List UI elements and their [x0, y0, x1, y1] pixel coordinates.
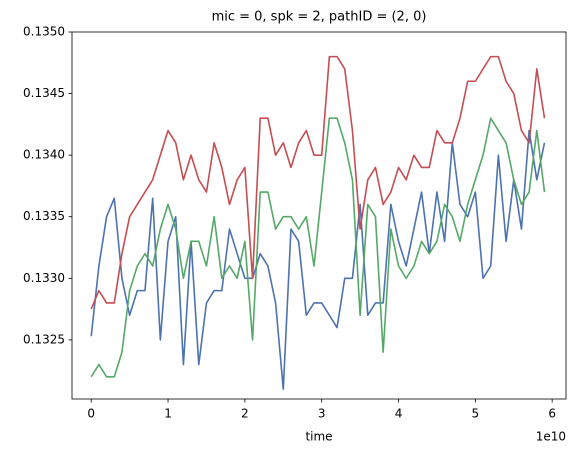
y-tick-label: 0.1335 [23, 209, 65, 223]
y-tick-label: 0.1340 [23, 148, 65, 162]
x-tick-label: 3 [318, 407, 326, 421]
chart-title: mic = 0, spk = 2, pathID = (2, 0) [212, 10, 427, 25]
x-tick-label: 6 [548, 407, 556, 421]
y-tick-label: 0.1350 [23, 25, 65, 39]
x-tick-label: 1 [164, 407, 172, 421]
x-offset-text: 1e10 [536, 430, 566, 444]
x-axis-label: time [305, 430, 332, 444]
data-line [90, 55, 546, 310]
y-tick-label: 0.1325 [23, 332, 65, 346]
x-tick-label: 2 [241, 407, 249, 421]
x-tick-label: 5 [472, 407, 480, 421]
x-tick-label: 0 [87, 407, 95, 421]
plot-frame [71, 31, 567, 400]
y-tick-label: 0.1330 [23, 271, 65, 285]
x-tick-label: 4 [395, 407, 403, 421]
data-line [90, 129, 546, 390]
y-tick-label: 0.1345 [23, 86, 65, 100]
data-line [90, 117, 546, 378]
